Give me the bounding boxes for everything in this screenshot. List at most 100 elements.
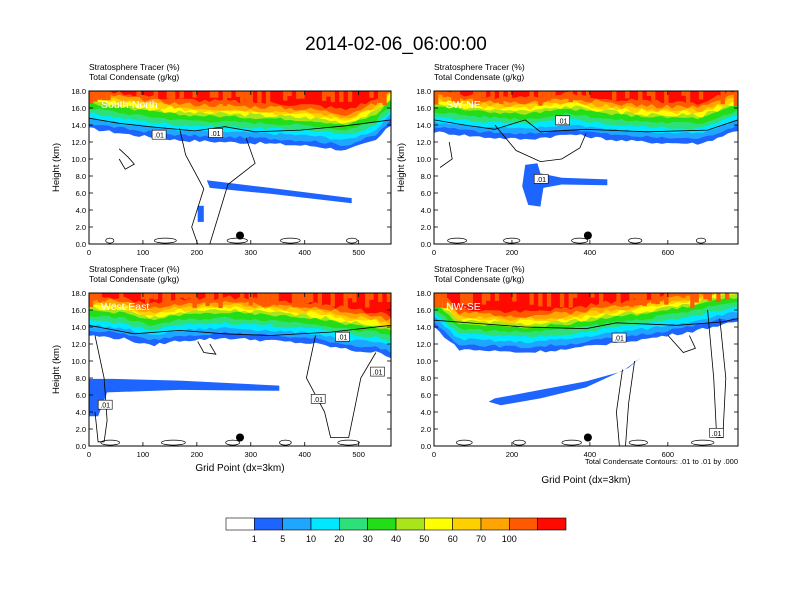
labelbar-box-7 [395, 517, 425, 531]
condensate-contour [118, 148, 135, 170]
contour-label-box [335, 331, 350, 342]
y-axis-label: Height (km) [396, 143, 407, 192]
labelbar-box-8 [423, 517, 453, 531]
tracer-top-cell [257, 293, 262, 301]
y-tick-label: 16.0 [71, 104, 86, 113]
condensate-contour [434, 119, 738, 133]
tracer-top-cell [222, 91, 227, 106]
contour-label-box [208, 128, 223, 138]
panel-sw-ne: .01 .01 SW-NE Stratosphere Tracer (%)Total … [396, 62, 739, 257]
labelbar-box-9 [452, 517, 482, 531]
tracer-top-cell [477, 91, 482, 103]
tracer-top-cell [179, 293, 184, 298]
tracer-top-cell [481, 293, 487, 305]
tracer-top-cell [209, 293, 215, 302]
tracer-top-cell [378, 91, 383, 103]
tracer-top-cell [382, 91, 387, 106]
tracer-top-cell [464, 293, 469, 305]
tracer-top-cell [261, 293, 266, 307]
contour-label-2: .01 [536, 177, 546, 184]
tracer-top-cell [612, 91, 617, 101]
labelbar-box-4 [310, 517, 340, 531]
tracer-top-cell [162, 293, 167, 304]
y-tick-label: 8.0 [76, 172, 86, 181]
panel-west-east: .01 .01 .01 .01 West-East Stratosphere Tracer… [51, 264, 392, 474]
panel-label: NW-SE [446, 301, 481, 313]
tracer-top-cell [546, 293, 552, 307]
y-tick-label: 6.0 [421, 189, 431, 198]
contour-label-box [370, 366, 385, 377]
tracer-top-cell [205, 293, 210, 306]
tracer-top-cell [240, 91, 245, 103]
tracer-top-cell [546, 91, 552, 101]
tracer-top-cell [725, 293, 730, 300]
tracer-top-cell [590, 293, 595, 298]
tracer-top-cell [434, 91, 439, 105]
surface-contour [512, 439, 526, 446]
panel-header-line-1: Stratosphere Tracer (%) [434, 264, 525, 274]
surface-contour [337, 439, 360, 446]
labelbar-label-2: 5 [280, 534, 285, 544]
tracer-top-cell [248, 293, 253, 306]
tracer-top-cell [248, 91, 253, 106]
tracer-top-cell [330, 91, 335, 103]
y-tick-label: 4.0 [76, 206, 86, 215]
y-tick-label: 14.0 [71, 121, 86, 130]
x-tick-label: 100 [137, 248, 150, 257]
y-tick-label: 4.0 [421, 206, 431, 215]
surface-contour [628, 237, 643, 244]
tracer-top-cell [638, 91, 643, 101]
y-tick-label: 2.0 [76, 425, 86, 434]
contour-label-4: .01 [100, 403, 110, 410]
y-tick-label: 16.0 [71, 306, 86, 315]
tracer-top-cell [455, 91, 460, 103]
tracer-top-cell [434, 293, 439, 308]
tracer-top-cell [694, 293, 699, 303]
tracer-top-cell [681, 91, 686, 96]
tracer-top-cell [703, 293, 708, 300]
tracer-top-cell [707, 293, 712, 301]
y-tick-label: 14.0 [416, 323, 431, 332]
tracer-top-cell [192, 293, 197, 308]
tracer-top-cell [339, 91, 344, 102]
y-tick-label: 18.0 [416, 289, 431, 298]
condensate-contour [179, 128, 256, 244]
tracer-top-cell [97, 293, 102, 303]
y-tick-label: 0.0 [421, 442, 431, 451]
tracer-top-cell [166, 91, 171, 99]
condensate-contour [89, 117, 391, 133]
contour-label-box [533, 174, 549, 184]
plot-frame [433, 292, 739, 447]
surface-contour [153, 237, 177, 244]
y-tick-label: 0.0 [76, 442, 86, 451]
x-tick-label: 400 [584, 450, 597, 459]
surface-contour [100, 439, 120, 446]
x-tick-label: 0 [87, 450, 91, 459]
x-axis-label: Grid Point (dx=3km) [541, 475, 630, 486]
tracer-top-cell [720, 91, 725, 105]
tracer-top-cell [274, 293, 279, 306]
tracer-top-cell [244, 91, 249, 106]
y-tick-label: 18.0 [71, 289, 86, 298]
y-tick-label: 6.0 [76, 189, 86, 198]
tracer-top-cell [386, 293, 391, 302]
contour-label-box [151, 129, 167, 140]
contour-label-2: .01 [211, 131, 221, 138]
tracer-top-cell [599, 293, 604, 308]
tracer-top-cell [296, 293, 301, 303]
plot-frame [88, 90, 392, 245]
tracer-top-cell [698, 91, 704, 100]
tracer-top-cell [322, 91, 327, 101]
tracer-top-cell [507, 91, 513, 98]
tracer-top-cell [646, 91, 652, 96]
y-tick-label: 0.0 [421, 240, 431, 249]
x-tick-label: 200 [506, 248, 519, 257]
x-tick-label: 100 [137, 450, 150, 459]
y-tick-label: 18.0 [416, 87, 431, 96]
tracer-top-cell [559, 293, 565, 308]
contour-footnote: Total Condensate Contours: .01 to .01 by… [585, 457, 738, 466]
tracer-top-cell [486, 293, 491, 301]
x-tick-label: 600 [662, 450, 675, 459]
surface-contour [571, 237, 589, 244]
panel-label: SW-NE [446, 99, 481, 111]
